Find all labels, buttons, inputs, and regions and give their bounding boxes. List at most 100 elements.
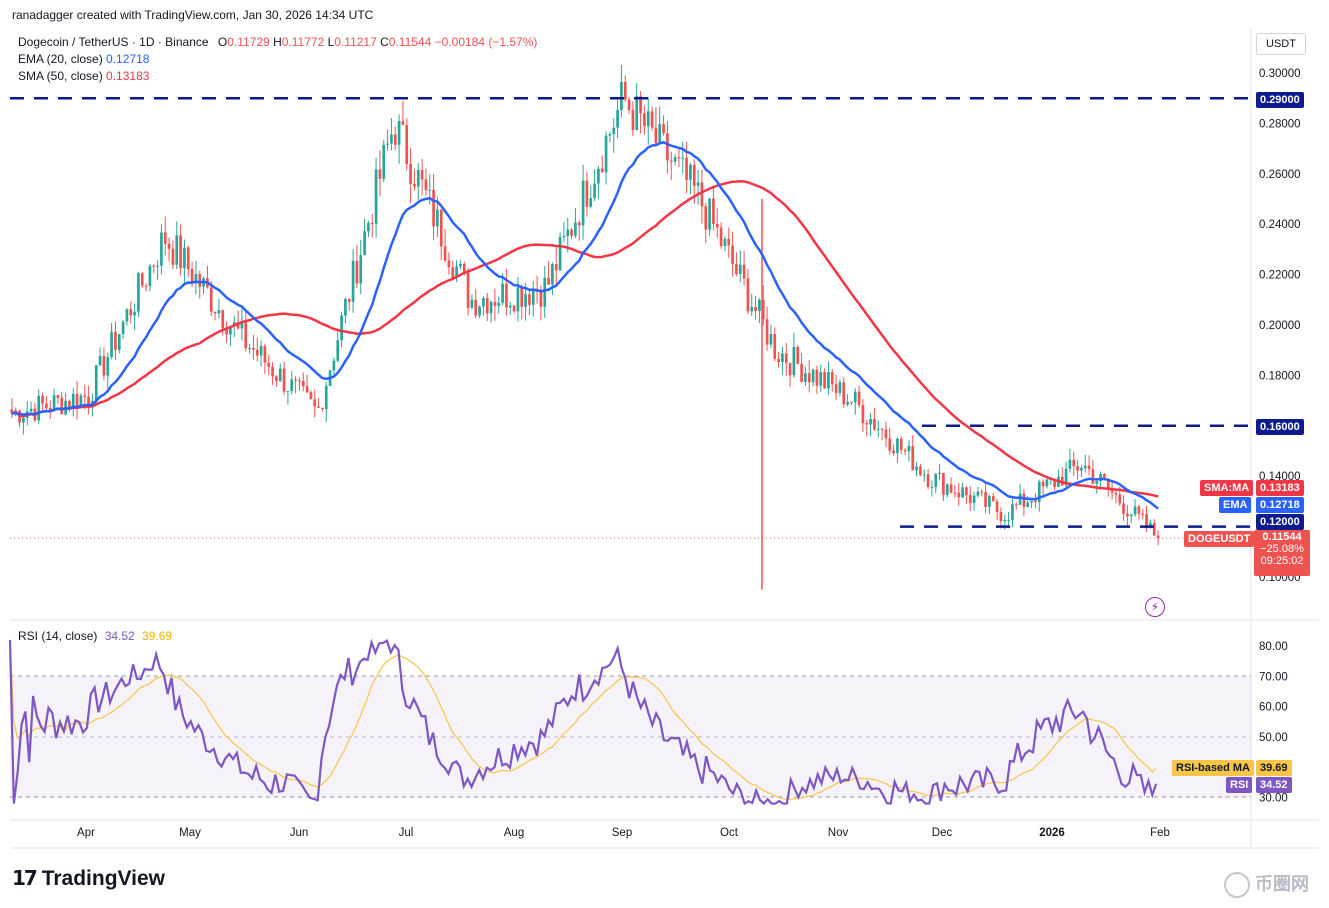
candle-body — [585, 180, 589, 207]
candle-body — [692, 164, 696, 186]
candle-body — [953, 492, 957, 494]
candle-body — [811, 369, 815, 383]
sma-legend[interactable]: SMA (50, close) 0.13183 — [18, 69, 149, 83]
candle-body — [424, 179, 428, 191]
candle-body — [48, 407, 52, 411]
candle-body — [673, 157, 677, 162]
l-value: 0.11217 — [334, 35, 377, 49]
candle-body — [501, 283, 504, 303]
candle-body — [1030, 500, 1033, 503]
candle-body — [71, 393, 75, 408]
candle-body — [305, 386, 309, 393]
month-tick: Apr — [77, 827, 95, 839]
candle-body — [627, 99, 631, 110]
candle-body — [263, 346, 267, 363]
month-tick: Oct — [720, 827, 739, 839]
candle-body — [1106, 479, 1110, 489]
candle-body — [470, 299, 474, 308]
candle-body — [1152, 523, 1156, 536]
candle-body — [976, 491, 980, 496]
countdown: 09:25:02 — [1260, 555, 1304, 567]
candle-body — [754, 306, 757, 311]
candle-body — [876, 428, 880, 430]
candle-body — [781, 353, 784, 362]
candle-body — [1122, 503, 1125, 514]
candle-body — [294, 379, 297, 381]
candle-body — [1053, 478, 1056, 487]
candle-body — [1034, 500, 1037, 503]
candle-body — [45, 403, 48, 408]
candle-body — [378, 169, 382, 179]
rsi-tick: 80.00 — [1259, 641, 1288, 653]
candle-body — [493, 301, 497, 306]
candle-body — [1087, 465, 1091, 470]
candle-body — [1064, 468, 1068, 486]
candle-body — [60, 397, 64, 415]
candle-body — [102, 356, 106, 376]
candle-body — [620, 81, 623, 111]
candle-body — [478, 306, 481, 316]
lightning-icon[interactable]: ⚡ — [1145, 597, 1165, 617]
candle-body — [746, 278, 750, 312]
candle-body — [416, 170, 420, 187]
candle-body — [363, 231, 366, 256]
candle-body — [259, 346, 263, 356]
candle-body — [635, 96, 639, 131]
currency-selector[interactable]: USDT — [1256, 33, 1306, 55]
candle-body — [919, 466, 922, 475]
candle-body — [244, 322, 248, 349]
candle-body — [995, 501, 999, 512]
month-tick: Jun — [290, 827, 309, 839]
rsi-ma-badge-value: 39.69 — [1256, 760, 1292, 776]
candle-body — [738, 264, 742, 275]
price-tick: 0.30000 — [1259, 68, 1301, 80]
candle-body — [712, 198, 715, 224]
rsi-ma-line — [9, 639, 1157, 801]
candle-body — [723, 238, 727, 246]
candle-body — [79, 395, 83, 409]
candle-body — [750, 306, 754, 312]
candle-body — [171, 248, 175, 265]
candle-body — [355, 260, 359, 284]
candle-body — [880, 428, 884, 430]
candle-body — [1145, 514, 1148, 528]
last-price: 0.11544 — [1262, 531, 1302, 543]
candle-body — [451, 267, 455, 279]
candle-body — [370, 222, 374, 224]
candle-body — [340, 315, 343, 341]
candle-body — [286, 391, 290, 393]
candle-body — [784, 353, 788, 364]
rsi-ma-value: 39.69 — [142, 629, 173, 643]
candle-body — [984, 492, 987, 507]
symbol-name: Dogecoin / TetherUS · 1D · Binance — [18, 35, 209, 49]
candle-body — [428, 189, 432, 191]
ema-legend[interactable]: EMA (20, close) 0.12718 — [18, 52, 149, 66]
candle-body — [512, 305, 516, 312]
candle-body — [543, 277, 547, 307]
price-tick: 0.24000 — [1259, 219, 1301, 231]
watermark: 币圈网 — [1223, 870, 1309, 899]
candle-body — [436, 209, 439, 227]
candle-body — [654, 127, 658, 144]
candle-body — [382, 144, 386, 179]
candle-body — [531, 290, 535, 305]
candle-body — [313, 399, 317, 407]
candle-body — [186, 247, 190, 269]
rsi-legend[interactable]: RSI (14, close) 34.52 39.69 — [18, 629, 172, 643]
candle-body — [52, 395, 56, 411]
ema-badge-value: 0.12718 — [1256, 497, 1304, 513]
candle-body — [405, 125, 409, 165]
candle-body — [344, 298, 347, 316]
candle-body — [574, 222, 577, 236]
candle-body — [497, 302, 501, 306]
tradingview-logo[interactable]: 𝟭𝟳 TradingView — [12, 866, 165, 891]
candle-body — [278, 368, 282, 381]
rsi-tick: 30.00 — [1259, 793, 1288, 805]
candle-body — [255, 349, 259, 356]
candle-body — [850, 402, 853, 404]
candle-body — [892, 450, 895, 454]
candle-body — [198, 273, 202, 287]
candle-body — [301, 381, 305, 387]
symbol-legend[interactable]: Dogecoin / TetherUS · 1D · Binance O0.11… — [18, 35, 537, 49]
